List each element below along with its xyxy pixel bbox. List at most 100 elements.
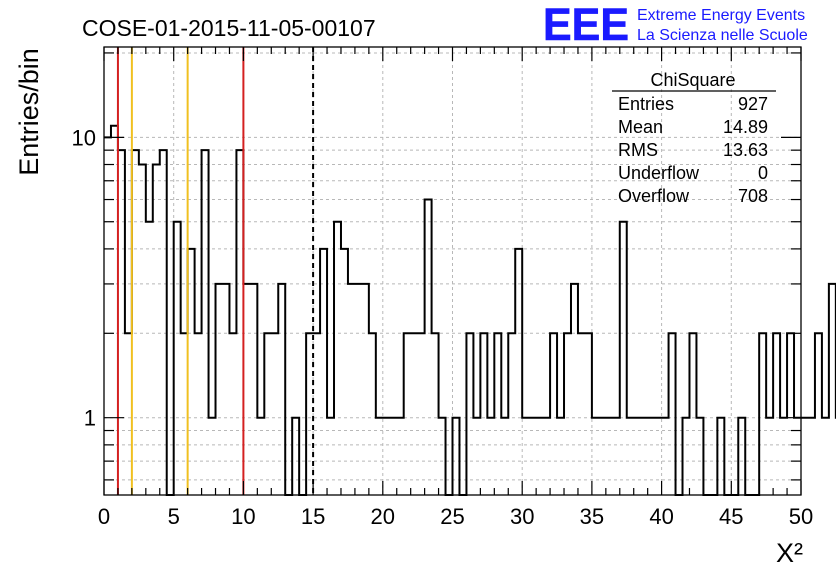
histogram-bin <box>418 333 425 495</box>
histogram-bin <box>453 418 460 495</box>
histogram-bin <box>578 333 585 495</box>
stats-row-value: 708 <box>738 186 768 206</box>
histogram-bin <box>195 333 202 495</box>
histogram-bin <box>801 418 808 495</box>
histogram-bin <box>146 222 153 495</box>
histogram-bin <box>104 137 111 495</box>
chart-title: COSE-01-2015-11-05-00107 <box>82 15 376 41</box>
histogram-bin <box>662 418 669 495</box>
histogram-bin <box>613 418 620 495</box>
histogram-bin <box>320 249 327 495</box>
histogram-bin <box>557 418 564 495</box>
histogram-bin <box>794 418 801 495</box>
histogram-bin <box>717 418 724 495</box>
histogram-bin <box>222 284 229 495</box>
histogram-bin <box>487 418 494 495</box>
y-axis-label: Entries/bin <box>14 48 44 176</box>
logo-mark: EEE <box>543 0 629 50</box>
stats-box: ChiSquare Entries 927 Mean 14.89 RMS 13.63 Und… <box>612 70 776 206</box>
histogram-bin <box>829 284 836 495</box>
histogram-bin <box>439 418 446 495</box>
histogram-bin <box>369 333 376 495</box>
histogram-bin <box>216 284 223 495</box>
logo-line-1: Extreme Energy Events <box>637 7 805 24</box>
x-tick-label: 0 <box>98 504 110 529</box>
stats-title: ChiSquare <box>650 70 735 90</box>
histogram-bin <box>634 418 641 495</box>
histogram-bin <box>571 284 578 495</box>
histogram-bin <box>306 333 313 495</box>
x-tick-label: 35 <box>580 504 604 529</box>
histogram-bin <box>599 418 606 495</box>
x-tick-label: 40 <box>649 504 673 529</box>
histogram-bin <box>648 418 655 495</box>
histogram-bin <box>815 333 822 495</box>
x-tick-label: 10 <box>231 504 255 529</box>
stats-row-value: 13.63 <box>723 140 768 160</box>
histogram-bin <box>341 249 348 495</box>
x-tick-label: 50 <box>789 504 813 529</box>
histogram-bin <box>313 333 320 495</box>
stats-row-value: 927 <box>738 94 768 114</box>
histogram-bin <box>473 418 480 495</box>
histogram-bin <box>404 333 411 495</box>
histogram-bin <box>564 333 571 495</box>
histogram-bin <box>327 418 334 495</box>
y-tick-label: 1 <box>84 406 96 431</box>
histogram-bin <box>132 150 139 495</box>
histogram-bin <box>202 150 209 495</box>
histogram-bin <box>627 418 634 495</box>
histogram-bin <box>278 284 285 495</box>
histogram-bin <box>466 333 473 495</box>
histogram-bin <box>376 418 383 495</box>
histogram-bin <box>773 333 780 495</box>
tick-labels: 0 5 10 15 20 25 30 35 40 45 50 1 10 <box>72 125 814 529</box>
axis-ticks <box>103 47 802 495</box>
histogram-bin <box>585 333 592 495</box>
histogram-bin <box>738 418 745 495</box>
histogram-bin <box>425 200 432 495</box>
y-tick-label: 10 <box>72 125 96 150</box>
histogram-bin <box>592 418 599 495</box>
stats-row-label: RMS <box>618 140 658 160</box>
histogram-bin <box>271 333 278 495</box>
histogram-bin <box>139 165 146 495</box>
histogram-bin <box>188 249 195 495</box>
histogram-bin <box>432 333 439 495</box>
histogram-bin <box>355 284 362 495</box>
histogram-bin <box>480 333 487 495</box>
histogram-bin <box>689 333 696 495</box>
histogram-bin <box>390 418 397 495</box>
histogram-bin <box>620 222 627 495</box>
histogram-bin <box>118 150 125 495</box>
stats-rows: Entries 927 Mean 14.89 RMS 13.63 Underflow 0 Ove… <box>618 94 768 206</box>
stats-row-label: Entries <box>618 94 674 114</box>
x-tick-label: 45 <box>719 504 743 529</box>
histogram-bin <box>209 418 216 495</box>
histogram-bin <box>362 284 369 495</box>
x-tick-label: 25 <box>440 504 464 529</box>
histogram-bin <box>529 418 536 495</box>
x-tick-label: 5 <box>168 504 180 529</box>
histogram-bin <box>808 418 815 495</box>
histogram-bin <box>348 284 355 495</box>
histogram-bin <box>655 418 662 495</box>
histogram-bin <box>550 333 557 495</box>
histogram-bin <box>397 418 404 495</box>
histogram-bin <box>536 418 543 495</box>
histogram-bin <box>181 333 188 495</box>
histogram-bin <box>257 418 264 495</box>
histogram-bin <box>543 418 550 495</box>
x-tick-label: 20 <box>371 504 395 529</box>
marker-lines <box>116 47 315 495</box>
histogram-bin <box>264 333 271 495</box>
histogram-bin <box>383 418 390 495</box>
histogram-bin <box>236 150 243 495</box>
histogram-bin <box>411 333 418 495</box>
histogram-bin <box>787 333 794 495</box>
histogram-bin <box>494 333 501 495</box>
histogram-bin <box>759 333 766 495</box>
histogram-bin <box>822 418 829 495</box>
histogram-bin <box>508 333 515 495</box>
histogram-bin <box>160 150 167 495</box>
